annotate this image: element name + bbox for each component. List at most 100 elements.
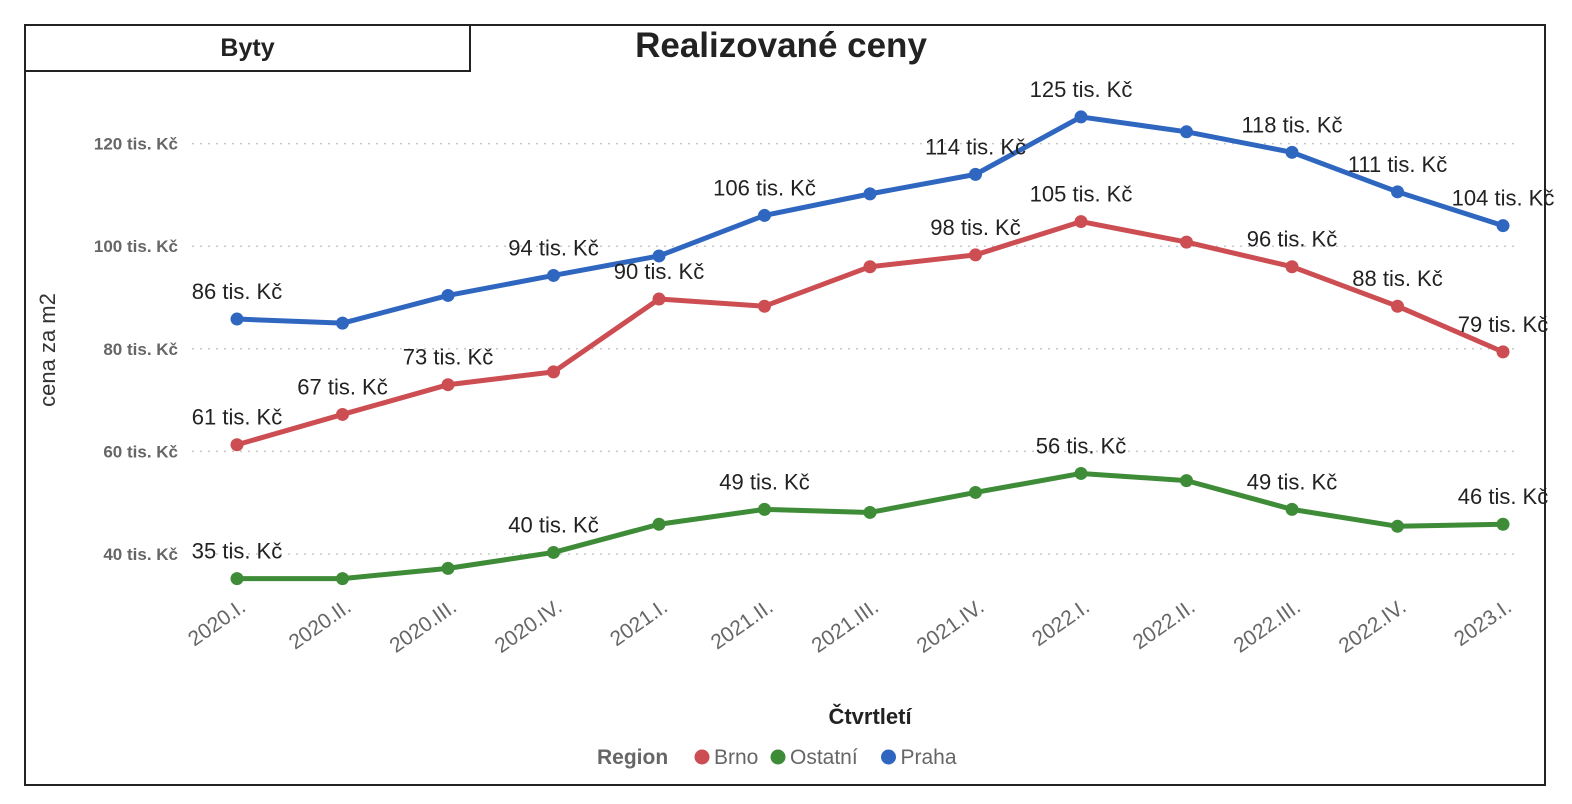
- legend-item-ostatní[interactable]: Ostatní: [790, 746, 858, 769]
- x-tick-label: 2021.IV.: [913, 595, 989, 658]
- legend-marker-praha: [881, 749, 896, 765]
- data-label: 49 tis. Kč: [1247, 469, 1337, 494]
- legend: Region Brno Ostatní Praha: [597, 746, 957, 769]
- legend-marker-ostatní: [770, 749, 786, 765]
- data-point-brno: [1074, 215, 1088, 229]
- data-point-brno: [758, 299, 771, 313]
- data-labels: 61 tis. Kč 67 tis. Kč 73 tis. Kč 90 tis. Kč…: [192, 77, 1555, 564]
- data-point-ostatní: [336, 572, 349, 586]
- x-tick-label: 2022.I.: [1028, 595, 1094, 651]
- x-tick-label: 2020.III.: [386, 595, 461, 657]
- data-label: 96 tis. Kč: [1247, 227, 1337, 252]
- data-label: 90 tis. Kč: [614, 259, 704, 284]
- data-point-praha: [969, 167, 982, 181]
- x-tick-label: 2022.IV.: [1335, 595, 1411, 658]
- data-label: 49 tis. Kč: [719, 469, 809, 494]
- chart-title: Realizované ceny: [635, 26, 927, 65]
- x-axis-ticks: 2020.I. 2020.II. 2020.III. 2020.IV. 2021.I. 2…: [184, 595, 1516, 658]
- x-tick-label: 2020.IV.: [491, 595, 567, 658]
- x-tick-label: 2023.I.: [1450, 595, 1516, 651]
- data-point-praha: [1496, 219, 1510, 233]
- data-point-praha: [652, 249, 666, 263]
- data-point-praha: [758, 208, 771, 222]
- tab-byty[interactable]: Byty: [24, 24, 471, 72]
- data-label: 111 tis. Kč: [1348, 152, 1447, 177]
- y-tick-label: 40 tis. Kč: [103, 545, 178, 564]
- data-point-brno: [1180, 235, 1193, 249]
- data-point-brno: [230, 438, 244, 452]
- data-point-ostatní: [758, 502, 771, 516]
- data-point-praha: [336, 316, 349, 330]
- data-label: 86 tis. Kč: [192, 279, 282, 304]
- legend-marker-brno: [694, 749, 710, 765]
- data-point-praha: [441, 288, 455, 302]
- data-point-praha: [863, 187, 877, 201]
- data-label: 67 tis. Kč: [297, 374, 387, 399]
- data-label: 61 tis. Kč: [192, 405, 282, 430]
- data-label: 35 tis. Kč: [192, 539, 282, 564]
- legend-item-brno[interactable]: Brno: [714, 746, 758, 769]
- legend-title: Region: [597, 746, 668, 769]
- x-axis-title: Čtvrtletí: [828, 704, 912, 729]
- data-point-ostatní: [652, 517, 666, 531]
- data-label: 79 tis. Kč: [1458, 312, 1548, 337]
- y-tick-label: 80 tis. Kč: [103, 340, 178, 359]
- x-tick-label: 2021.II.: [707, 595, 778, 654]
- data-point-ostatní: [547, 545, 560, 559]
- series-line-praha: [236, 114, 1504, 326]
- data-label: 125 tis. Kč: [1030, 77, 1133, 102]
- data-point-ostatní: [441, 561, 455, 575]
- data-point-brno: [1496, 345, 1510, 359]
- data-point-praha: [1285, 145, 1299, 159]
- data-label: 118 tis. Kč: [1241, 112, 1342, 137]
- data-label: 114 tis. Kč: [925, 134, 1026, 159]
- y-tick-label: 60 tis. Kč: [103, 442, 178, 461]
- y-tick-label: 120 tis. Kč: [94, 135, 178, 154]
- data-point-ostatní: [1285, 502, 1299, 516]
- data-label: 94 tis. Kč: [508, 235, 598, 260]
- data-point-ostatní: [1074, 466, 1088, 480]
- data-label: 106 tis. Kč: [713, 175, 816, 200]
- series-points: [230, 110, 1510, 586]
- x-tick-label: 2021.III.: [808, 595, 883, 657]
- data-point-brno: [336, 407, 349, 421]
- data-point-brno: [863, 260, 877, 274]
- data-point-ostatní: [863, 505, 877, 519]
- data-point-praha: [230, 312, 244, 326]
- x-tick-label: 2022.III.: [1230, 595, 1305, 657]
- data-point-ostatní: [1391, 519, 1404, 533]
- data-label: 104 tis. Kč: [1452, 186, 1555, 211]
- x-tick-label: 2021.I.: [606, 595, 672, 651]
- data-label: 56 tis. Kč: [1036, 433, 1126, 458]
- x-tick-label: 2020.II.: [285, 595, 356, 654]
- data-label: 98 tis. Kč: [930, 215, 1020, 240]
- data-point-brno: [441, 378, 455, 392]
- x-tick-label: 2020.I.: [184, 595, 250, 651]
- data-point-praha: [1074, 110, 1088, 124]
- data-label: 73 tis. Kč: [403, 345, 493, 370]
- data-label: 40 tis. Kč: [508, 512, 598, 537]
- data-point-praha: [1180, 125, 1193, 139]
- legend-item-praha[interactable]: Praha: [901, 746, 957, 769]
- data-point-brno: [652, 292, 666, 306]
- data-point-brno: [1391, 299, 1404, 313]
- grid-lines: [192, 142, 1520, 555]
- data-point-brno: [969, 248, 982, 262]
- data-point-ostatní: [1180, 474, 1193, 488]
- series-line-brno: [236, 219, 1504, 448]
- data-label: 88 tis. Kč: [1352, 266, 1442, 291]
- data-label: 46 tis. Kč: [1458, 484, 1548, 509]
- data-point-brno: [1285, 260, 1299, 274]
- data-label: 105 tis. Kč: [1030, 182, 1133, 207]
- x-tick-label: 2022.II.: [1129, 595, 1200, 654]
- data-point-ostatní: [969, 485, 982, 499]
- data-point-praha: [547, 268, 560, 282]
- data-point-brno: [547, 365, 560, 379]
- data-point-ostatní: [1496, 517, 1510, 531]
- data-point-ostatní: [230, 572, 244, 586]
- y-tick-label: 100 tis. Kč: [94, 237, 178, 256]
- data-point-praha: [1391, 185, 1404, 199]
- y-axis-ticks: 40 tis. Kč 60 tis. Kč 80 tis. Kč 100 tis. K…: [94, 135, 178, 564]
- y-axis-title: cena za m2: [35, 293, 60, 407]
